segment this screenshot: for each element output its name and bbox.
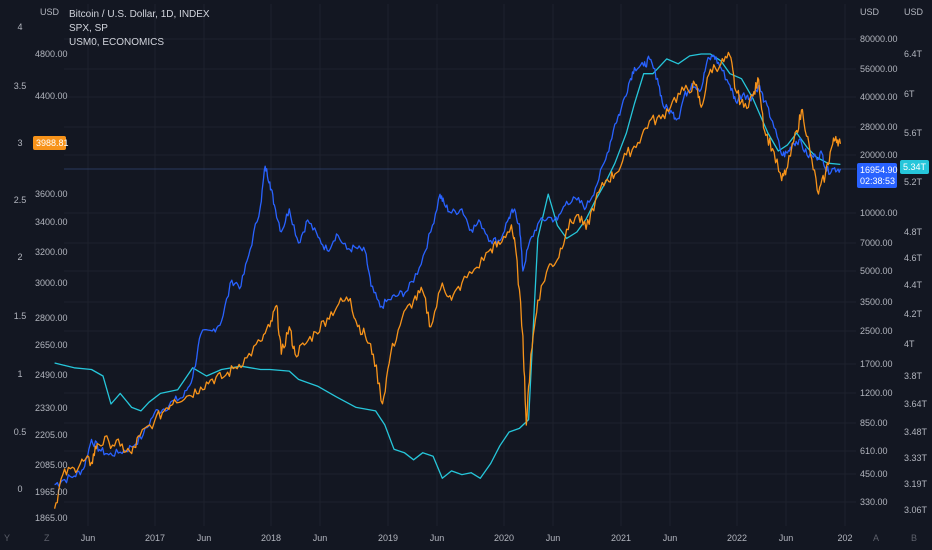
- y-tick-label: 2490.00: [35, 370, 68, 380]
- chart-legend: Bitcoin / U.S. Dollar, 1D, INDEX SPX, SP…: [69, 8, 210, 50]
- y-tick-label: 1700.00: [860, 359, 893, 369]
- axis-auto-button[interactable]: A: [873, 533, 879, 543]
- chart-grid: [64, 4, 856, 526]
- chart-series-layer: [53, 51, 842, 509]
- x-tick-label: Jun: [197, 533, 212, 543]
- x-tick-label: Jun: [779, 533, 794, 543]
- y-tick-label: 3000.00: [35, 278, 68, 288]
- y-tick-label: 3.19T: [904, 479, 928, 489]
- right-price-axis[interactable]: 80000.00 56000.00 40000.00 28000.00 20000.00…: [860, 34, 898, 507]
- y-tick-label: 1.5: [14, 311, 27, 321]
- y-tick-label: 3500.00: [860, 297, 893, 307]
- left-price-axis[interactable]: 4800.00 4400.00 3600.00 3400.00 3200.00 3000.…: [35, 49, 68, 523]
- y-tick-label: 3.48T: [904, 427, 928, 437]
- y-tick-label: 450.00: [860, 469, 888, 479]
- btc-countdown-badge: 02:38:53: [860, 176, 895, 186]
- y-tick-label: 4800.00: [35, 49, 68, 59]
- spx-price-badge: 3988.81: [36, 138, 69, 148]
- legend-item-usm0[interactable]: USM0, ECONOMICS: [69, 37, 165, 48]
- x-tick-label: 2022: [727, 533, 747, 543]
- y-tick-label: 2: [17, 252, 22, 262]
- series-line-bitcoin-u-s-dollar[interactable]: [54, 54, 842, 487]
- x-tick-label: Jun: [313, 533, 328, 543]
- y-tick-label: 1965.00: [35, 487, 68, 497]
- y-tick-label: 6T: [904, 89, 915, 99]
- series-line-usm0[interactable]: [54, 53, 841, 479]
- spx-price-badge-bg: [33, 136, 66, 150]
- y-tick-label: 2330.00: [35, 403, 68, 413]
- y-tick-label: 6.4T: [904, 49, 923, 59]
- x-tick-label: Jun: [430, 533, 445, 543]
- y-tick-label: 1200.00: [860, 388, 893, 398]
- y-tick-label: 4400.00: [35, 91, 68, 101]
- usm0-value-badge: 5.34T: [903, 162, 927, 172]
- y-tick-label: 56000.00: [860, 64, 898, 74]
- y-tick-label: 40000.00: [860, 92, 898, 102]
- y-tick-label: 80000.00: [860, 34, 898, 44]
- x-tick-label: 2020: [494, 533, 514, 543]
- y-tick-label: 28000.00: [860, 122, 898, 132]
- y-tick-label: 610.00: [860, 446, 888, 456]
- axis-scale-button-z[interactable]: Z: [44, 533, 50, 543]
- legend-item-btc[interactable]: Bitcoin / U.S. Dollar, 1D, INDEX: [69, 9, 210, 20]
- y-tick-label: 3.5: [14, 81, 27, 91]
- legend-item-spx[interactable]: SPX, SP: [69, 23, 108, 34]
- btc-price-badge-bg: [857, 163, 897, 188]
- y-tick-label: 4.6T: [904, 253, 923, 263]
- right-axis-unit: USD: [860, 7, 880, 17]
- y-tick-label: 3.06T: [904, 505, 928, 515]
- y-tick-label: 330.00: [860, 497, 888, 507]
- x-tick-label: Jun: [81, 533, 96, 543]
- x-tick-label: 202: [837, 533, 852, 543]
- y-tick-label: 3.33T: [904, 453, 928, 463]
- y-tick-label: 2.5: [14, 195, 27, 205]
- y-tick-label: 5000.00: [860, 266, 893, 276]
- y-tick-label: 3.64T: [904, 399, 928, 409]
- far-left-axis[interactable]: 4 3.5 3 2.5 2 1.5 1 0.5 0: [14, 22, 27, 494]
- btc-price-badge: 16954.90: [860, 165, 898, 175]
- x-tick-label: 2017: [145, 533, 165, 543]
- y-tick-label: 850.00: [860, 418, 888, 428]
- y-tick-label: 1: [17, 369, 22, 379]
- y-tick-label: 2500.00: [860, 326, 893, 336]
- y-tick-label: 0.5: [14, 427, 27, 437]
- axis-scale-button-y[interactable]: Y: [4, 533, 10, 543]
- y-tick-label: 4.4T: [904, 280, 923, 290]
- left-axis-unit: USD: [40, 7, 60, 17]
- axis-scale-button-b[interactable]: B: [911, 533, 917, 543]
- far-right-axis[interactable]: 6.4T 6T 5.6T 5.2T 4.8T 4.6T 4.4T 4.2T 4T 3.8T 3.64…: [904, 49, 928, 515]
- usm0-value-badge-bg: [900, 160, 929, 174]
- y-tick-label: 3600.00: [35, 189, 68, 199]
- y-tick-label: 4: [17, 22, 22, 32]
- x-tick-label: Jun: [663, 533, 678, 543]
- y-tick-label: 3200.00: [35, 247, 68, 257]
- far-right-axis-unit: USD: [904, 7, 924, 17]
- y-tick-label: 4.8T: [904, 227, 923, 237]
- time-axis[interactable]: Jun 2017 Jun 2018 Jun 2019 Jun 2020 Jun 2021 Jun 20…: [81, 533, 853, 543]
- x-tick-label: 2018: [261, 533, 281, 543]
- y-tick-label: 3400.00: [35, 217, 68, 227]
- y-tick-label: 2800.00: [35, 313, 68, 323]
- y-tick-label: 5.6T: [904, 128, 923, 138]
- y-tick-label: 2205.00: [35, 430, 68, 440]
- series-line-spx[interactable]: [53, 51, 842, 509]
- x-tick-label: 2019: [378, 533, 398, 543]
- y-tick-label: 2650.00: [35, 340, 68, 350]
- x-tick-label: Jun: [546, 533, 561, 543]
- y-tick-label: 4T: [904, 339, 915, 349]
- y-tick-label: 2085.00: [35, 460, 68, 470]
- y-tick-label: 4.2T: [904, 309, 923, 319]
- y-tick-label: 0: [17, 484, 22, 494]
- x-tick-label: 2021: [611, 533, 631, 543]
- y-tick-label: 3: [17, 138, 22, 148]
- y-tick-label: 3.8T: [904, 371, 923, 381]
- y-tick-label: 1865.00: [35, 513, 68, 523]
- y-tick-label: 7000.00: [860, 238, 893, 248]
- y-tick-label: 10000.00: [860, 208, 898, 218]
- y-tick-label: 5.2T: [904, 177, 923, 187]
- y-tick-label: 20000.00: [860, 150, 898, 160]
